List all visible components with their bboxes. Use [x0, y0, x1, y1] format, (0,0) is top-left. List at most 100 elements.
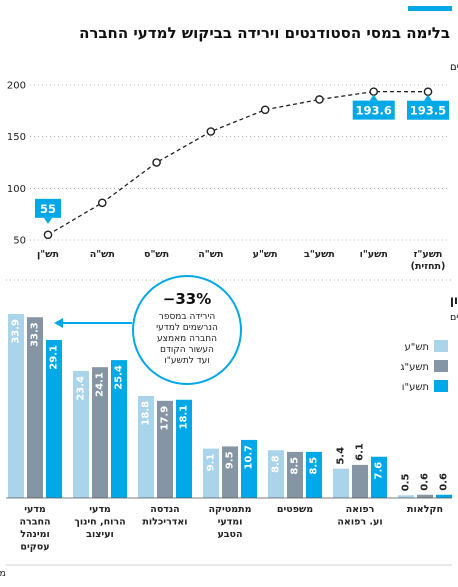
legend-swatch-2 [434, 380, 448, 392]
line-series [47, 90, 429, 236]
bar-1-0 [73, 370, 89, 498]
bar-data-label-2-2: 18.1 [179, 405, 190, 430]
bar-data-label-5-1: 6.1 [355, 443, 366, 461]
bar-chart-subtitle: לפי תחומי לימוד באחוזים [450, 309, 458, 323]
bar-x-tick-label-2-line-0: הנדסה [150, 504, 179, 515]
bar-data-label-2-1: 17.9 [160, 406, 171, 431]
line-y-tick-label: 100 [7, 184, 26, 195]
bar-data-label-4-0: 8.8 [271, 455, 282, 473]
bar-4-0 [268, 450, 284, 498]
annotation-value: −33% [163, 290, 211, 308]
bar-x-tick-label-1-line-1: הרוח, חינוך [74, 517, 125, 528]
legend-swatch-1 [434, 360, 448, 372]
line-data-label-box [35, 198, 61, 218]
line-data-label-pointer [424, 94, 432, 101]
bar-4-1 [287, 451, 303, 498]
bar-data-label-3-2: 10.7 [244, 445, 255, 470]
annotation-text-line-1: הנרשמים למדעי [156, 323, 218, 333]
bar-data-label-5-2: 7.6 [374, 462, 385, 480]
bar-3-0 [203, 448, 219, 498]
bar-data-label-1-2: 25.4 [114, 365, 125, 390]
bar-4-2 [306, 451, 322, 498]
line-data-label: 193.5 [410, 104, 446, 118]
bar-2-2 [176, 399, 192, 498]
bar-x-tick-label-1-line-0: מדעי [89, 504, 111, 515]
bar-data-label-6-1: 0.6 [420, 473, 431, 491]
bar-x-tick-label-5-line-1: וע. רפואה [337, 517, 382, 528]
line-y-tick-label: 200 [7, 81, 26, 92]
bar-x-tick-label-6-line-0: חקלאות [407, 504, 443, 515]
bar-data-label-0-1: 33.3 [30, 322, 41, 347]
annotation-text-line-4: ועד לתשע"ו [164, 356, 210, 366]
line-x-tick-label-4-line-0: תש"ע [253, 249, 278, 260]
line-x-tick-label-6-line-0: תשע"ו [360, 249, 388, 260]
line-x-tick-label-1-line-0: תש"ה [90, 249, 115, 260]
bar-6-2 [436, 494, 452, 498]
line-data-label-pointer [44, 217, 52, 224]
bar-x-tick-label-0-line-1: החברה [19, 517, 50, 528]
bar-2-0 [138, 395, 154, 498]
bar-2-1 [157, 400, 173, 498]
bar-x-tick-label-0-line-2: ומינהל [20, 529, 50, 540]
line-chart-title: מספר הסטודנטים לתואר ראשון באלפים [450, 59, 458, 73]
bar-x-tick-label-5-line-0: רפואה [346, 504, 375, 515]
line-x-tick-label-0-line-0: תש"ן [37, 249, 59, 260]
annotation-text-line-3: העשור הקודם [160, 345, 214, 355]
line-point [315, 95, 324, 104]
bar-1-1 [92, 367, 108, 498]
bar-5-1 [352, 464, 368, 498]
line-point [260, 105, 270, 115]
annotation-text-line-2: החברה מאמצע [157, 334, 217, 344]
line-data-label-pointer [369, 94, 378, 101]
bar-6-1 [417, 494, 433, 498]
line-point [43, 230, 53, 240]
legend-swatch-0 [434, 340, 448, 352]
annotation-circle [132, 275, 242, 385]
line-data-label-box [407, 100, 449, 120]
line-x-tick-label-2-line-0: תש"ס [144, 249, 169, 260]
bar-x-tick-label-0-line-0: מדעי [24, 504, 46, 515]
bar-0-2 [46, 340, 62, 498]
bar-x-tick-label-1-line-2: ועיצוב [86, 529, 114, 540]
line-point [206, 127, 216, 136]
bar-data-label-0-0: 33.9 [11, 319, 22, 344]
bar-data-label-1-1: 24.1 [95, 372, 106, 397]
bar-data-label-4-2: 8.5 [309, 457, 320, 475]
bar-data-label-2-0: 18.8 [141, 401, 152, 426]
line-x-tick-label-3-line-0: תש"ה [198, 249, 223, 260]
bar-chart-title: התפלגות הסטודנטים לתואר ראשון [450, 293, 458, 307]
bar-x-tick-label-3-line-2: הטבע [217, 529, 242, 540]
bar-5-0 [333, 468, 349, 498]
bar-6-0 [398, 495, 414, 498]
bar-0-0 [8, 313, 24, 498]
bar-data-label-3-1: 9.5 [225, 451, 236, 469]
legend-label-0: תש"ע [404, 342, 429, 353]
line-point [369, 87, 379, 96]
bar-1-2 [111, 360, 127, 498]
bar-x-tick-label-3-line-0: מתמטיקה [208, 504, 251, 515]
bar-data-label-5-0: 5.4 [336, 447, 347, 465]
line-y-tick-label: 50 [13, 236, 26, 247]
bar-x-tick-label-0-line-3: עסקים [20, 542, 49, 553]
line-point [97, 198, 107, 208]
line-y-tick-label: 150 [7, 132, 26, 143]
bar-x-tick-label-4-line-0: משפטים [277, 504, 313, 515]
bar-3-2 [241, 439, 257, 498]
annotation-text-line-0: הירידה במספר [159, 312, 216, 322]
legend-label-1: תשע"ג [400, 362, 429, 373]
bar-data-label-4-1: 8.5 [290, 457, 301, 475]
bar-data-label-0-2: 29.1 [49, 345, 60, 370]
bar-data-label-1-0: 23.4 [76, 376, 87, 401]
bar-5-2 [371, 456, 387, 498]
bar-3-1 [222, 446, 238, 498]
line-point [423, 87, 433, 97]
main-title: בלימה במסי הסטודנטים וירידה בביקוש למדעי… [79, 24, 450, 42]
line-point [152, 158, 161, 167]
source-note: מקור: המל"ג והלמ"ס [0, 568, 6, 579]
legend-label-2: תשע"ו [402, 382, 429, 393]
line-x-tick-label-5-line-0: תשע"ב [304, 249, 335, 260]
line-data-label: 193.6 [356, 104, 392, 118]
bar-data-label-6-0: 0.5 [401, 474, 412, 492]
annotation-arrow-head [54, 318, 63, 328]
